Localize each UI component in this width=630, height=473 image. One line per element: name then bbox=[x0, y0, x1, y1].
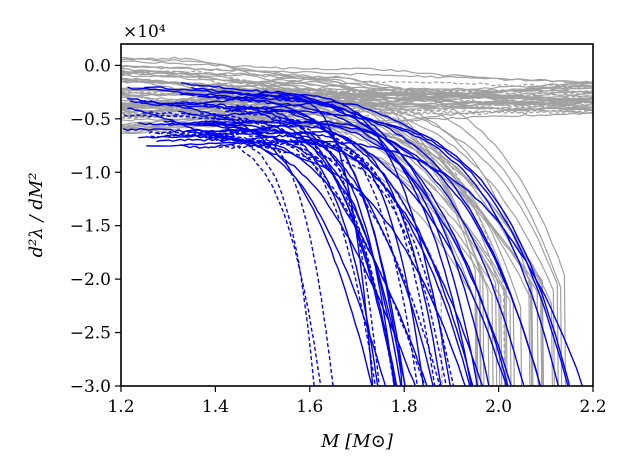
gray-series-line bbox=[121, 68, 593, 109]
y-tick-label: −2.0 bbox=[70, 270, 111, 290]
blue-series-line bbox=[163, 120, 406, 386]
gray-series-line bbox=[121, 106, 593, 131]
y-tick-label: −1.0 bbox=[70, 163, 111, 183]
gray-series-line bbox=[121, 96, 477, 386]
blue-series-line bbox=[230, 109, 398, 386]
blue-series-line bbox=[185, 124, 508, 386]
blue-series-line bbox=[218, 142, 395, 386]
gray-series-line bbox=[121, 93, 533, 386]
blue-series-line bbox=[148, 131, 322, 386]
x-tick-label: 1.4 bbox=[202, 397, 229, 417]
gray-series-line bbox=[121, 87, 593, 98]
blue-series-line bbox=[237, 96, 451, 386]
gray-series-line bbox=[121, 69, 567, 386]
y-tick-label: −3.0 bbox=[70, 377, 111, 397]
blue-series-line bbox=[155, 130, 315, 386]
x-tick-label: 2.2 bbox=[579, 397, 606, 417]
x-axis: 1.2 1.4 1.6 1.8 2.0 2.2 bbox=[107, 386, 607, 417]
gray-series-line bbox=[121, 122, 554, 386]
y-tick-label: −0.5 bbox=[70, 110, 111, 130]
gray-series-line bbox=[121, 86, 593, 105]
gray-series-line bbox=[121, 72, 593, 97]
gray-series-line bbox=[121, 60, 593, 84]
blue-series-line bbox=[146, 139, 584, 386]
blue-series-line bbox=[166, 132, 426, 386]
blue-series-line bbox=[142, 111, 441, 386]
x-axis-label: M [M⊙] bbox=[320, 431, 394, 452]
blue-series-line bbox=[180, 134, 395, 386]
x-tick-label: 1.8 bbox=[391, 397, 418, 417]
blue-series-line bbox=[215, 136, 436, 386]
blue-series-line bbox=[203, 103, 419, 386]
blue-series-line bbox=[150, 134, 447, 386]
blue-series-line bbox=[206, 123, 380, 386]
y-tick-label: 0.0 bbox=[84, 56, 111, 76]
plot-frame bbox=[120, 43, 594, 387]
blue-series-line bbox=[180, 82, 509, 386]
x-tick-label: 1.2 bbox=[107, 397, 134, 417]
y-tick-label: −1.5 bbox=[70, 217, 111, 237]
y-tick-label: −2.5 bbox=[70, 324, 111, 344]
blue-series-line bbox=[127, 86, 513, 386]
x-tick-label: 2.0 bbox=[485, 397, 512, 417]
blue-series-line bbox=[210, 117, 379, 386]
blue-series-line bbox=[138, 122, 402, 386]
y-scale-label: ×10⁴ bbox=[123, 22, 166, 42]
blue-series-line bbox=[127, 107, 387, 386]
blue-series-line bbox=[138, 134, 466, 386]
blue-series-line bbox=[196, 120, 541, 386]
gray-series-line bbox=[121, 77, 593, 110]
blue-series-line bbox=[212, 120, 484, 386]
gray-series-line bbox=[121, 103, 501, 386]
blue-series-line bbox=[225, 106, 397, 386]
gray-series-line bbox=[121, 71, 482, 386]
gray-series-line bbox=[121, 91, 593, 106]
y-axis: 0.0 −0.5 −1.0 −1.5 −2.0 −2.5 −3.0 bbox=[70, 56, 121, 397]
blue-series-line bbox=[229, 130, 334, 386]
gray-series-line bbox=[121, 64, 478, 386]
blue-series-line bbox=[123, 114, 376, 386]
y-axis-label: d²λ / dM² bbox=[26, 173, 47, 258]
series-layer bbox=[121, 56, 593, 386]
x-tick-label: 1.6 bbox=[296, 397, 323, 417]
gray-series-line bbox=[121, 99, 593, 114]
